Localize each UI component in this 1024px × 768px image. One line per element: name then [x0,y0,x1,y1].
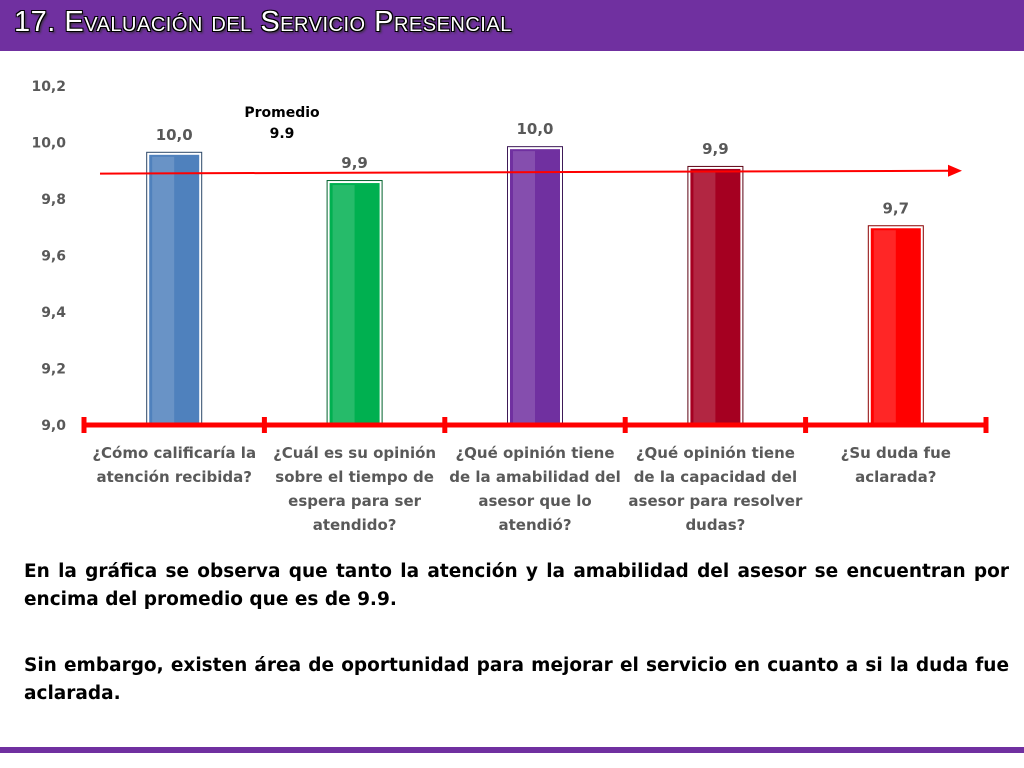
y-tick-label: 9,0 [41,418,66,434]
category-label: ¿Su duda fue aclarada? [841,444,951,486]
y-tick-label: 9,4 [41,305,66,321]
bar [688,166,743,427]
category-label: ¿Cuál es su opinión sobre el tiempo de esp… [273,444,436,534]
y-tick-label: 10,0 [31,136,66,152]
category-label: ¿Qué opinión tiene de la capacidad del ase… [628,444,803,534]
average-label: Promedio 9.9 [244,105,320,142]
y-tick-label: 10,2 [31,79,66,95]
bar-highlight [152,156,175,426]
paragraph-1: En la gráfica se observa que tanto la at… [24,561,1009,610]
category-label: ¿Cómo calificaría la atención recibida? [92,444,256,486]
bar [147,152,202,427]
bar-chart: 9,0 9,2 9,4 9,6 9,8 10,0 10,2 10,0 9,9 10,0 9,9 9,7… [31,79,989,534]
bar-value-label: 9,9 [702,140,729,158]
average-line [99,169,951,175]
y-tick-label: 9,2 [41,362,66,378]
bottom-bar [0,747,1024,753]
bar-highlight [873,230,896,425]
bar-highlight [332,185,355,425]
bar-value-label: 10,0 [516,120,553,138]
y-tick-label: 9,8 [41,192,66,208]
category-label: ¿Qué opinión tiene de la amabilidad del as… [449,444,621,534]
bar-value-label: 9,9 [341,154,368,172]
title-bar: 17. Evaluación del Servicio Presencial [0,0,1024,51]
paragraph-2: Sin embargo, existen área de oportunidad… [24,655,1009,704]
bar-highlight [693,170,716,425]
bar [327,181,382,426]
bar-value-label: 9,7 [883,199,910,217]
y-tick-label: 9,6 [41,249,66,265]
average-arrowhead [948,164,962,177]
bar-value-label: 10,0 [156,126,193,144]
bar-highlight [513,151,535,425]
slide-title: 17. Evaluación del Servicio Presencial [14,6,512,38]
